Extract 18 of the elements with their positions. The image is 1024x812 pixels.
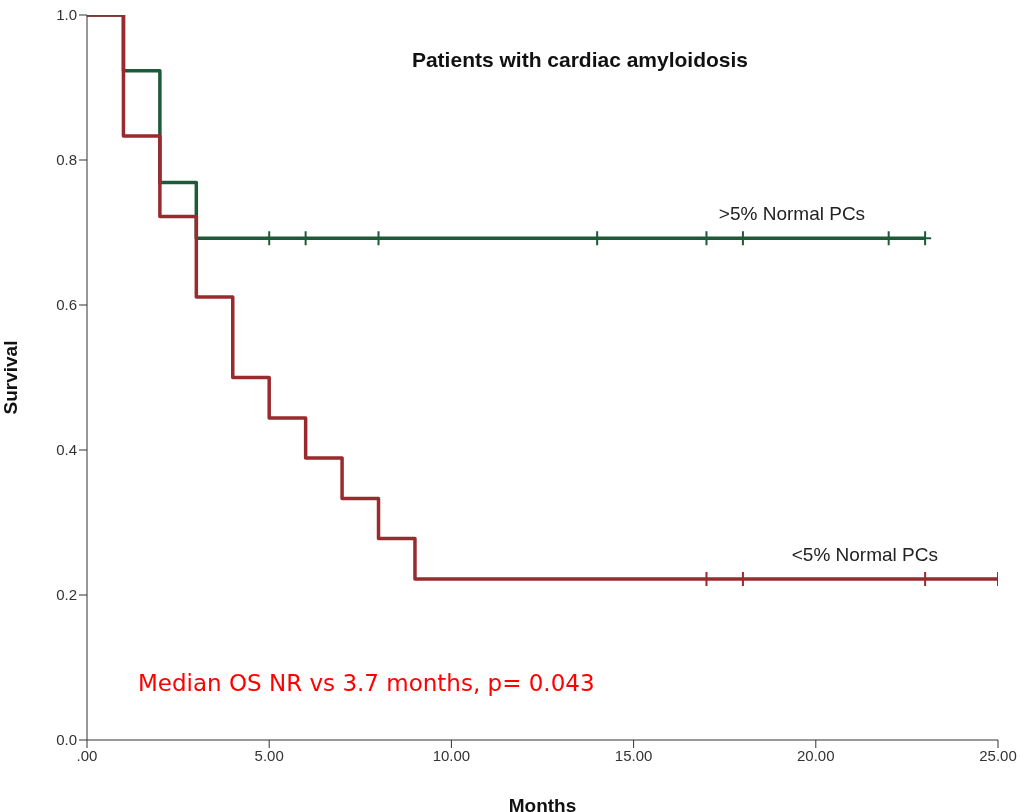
annotation: Median OS NR vs 3.7 months, p= 0.043 — [138, 670, 595, 696]
x-tick-label: 20.00 — [797, 746, 835, 764]
x-axis-title: Months — [508, 795, 577, 812]
x-tick-label: .00 — [76, 746, 98, 764]
x-tick-label: 5.00 — [254, 746, 284, 764]
y-tick-label: 0.2 — [56, 586, 77, 604]
y-tick-label: 0.4 — [56, 441, 77, 459]
y-tick-label: 0.6 — [56, 296, 77, 314]
y-tick-label: 0.0 — [56, 731, 77, 749]
y-tick-label: 1.0 — [56, 6, 77, 24]
y-tick-label: 0.8 — [56, 151, 77, 169]
series-label: >5% Normal PCs — [718, 203, 866, 225]
series-label: <5% Normal PCs — [791, 544, 938, 566]
x-tick-label: 15.00 — [614, 746, 653, 764]
x-tick-label: 25.00 — [979, 746, 1017, 764]
x-tick-label: 10.00 — [432, 746, 471, 764]
y-axis-title: Survival — [0, 340, 21, 415]
text: Patients with cardiac amyloidosis — [410, 48, 750, 72]
